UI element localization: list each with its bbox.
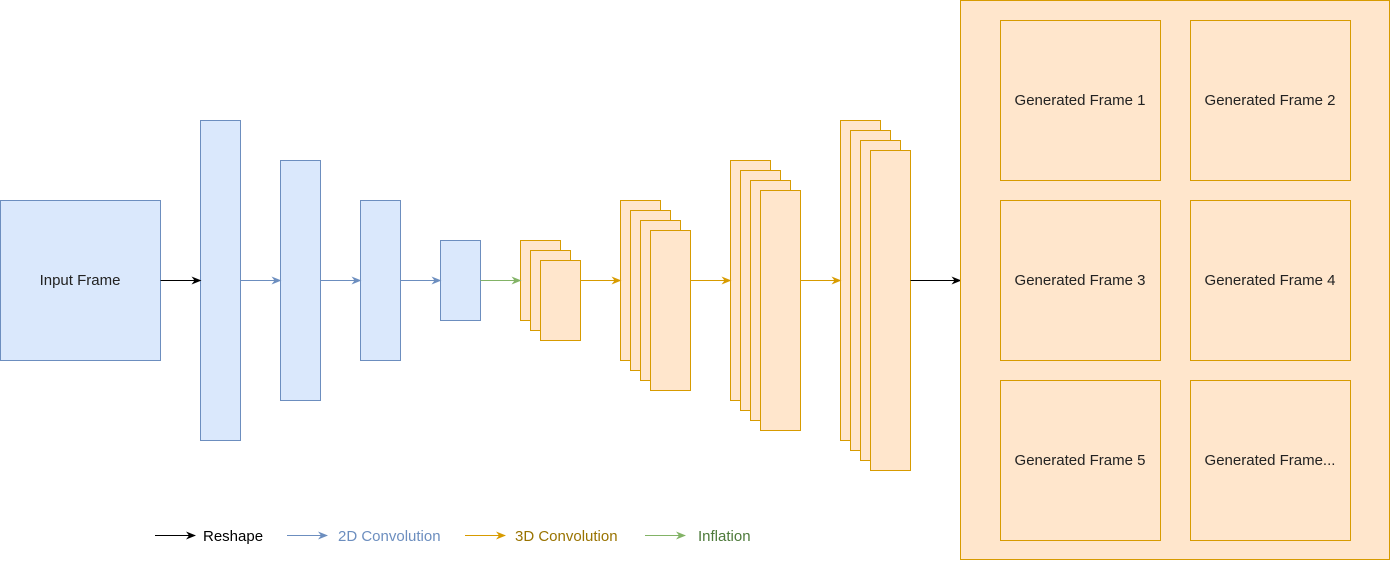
generated-frame-4-box <box>1190 200 1351 361</box>
generated-frame-1-label: Generated Frame 1 <box>1015 92 1146 109</box>
conv3d-stack-4 <box>840 120 911 471</box>
conv2d-block-4 <box>440 240 481 321</box>
input-frame-label: Input Frame <box>40 272 121 289</box>
conv3d-stack-3 <box>730 160 801 431</box>
generated-frame-2-label: Generated Frame 2 <box>1205 92 1336 109</box>
legend-reshape-label: Reshape <box>203 528 263 545</box>
conv3d-stack-1 <box>520 240 581 341</box>
generated-frame-4-label: Generated Frame 4 <box>1205 272 1336 289</box>
input-frame-box <box>0 200 161 361</box>
conv2d-block-2 <box>280 160 321 401</box>
generated-frame-3-box <box>1000 200 1161 361</box>
conv2d-block-1 <box>200 120 241 441</box>
generated-frame-5-box <box>1000 380 1161 541</box>
generated-frame-2-box <box>1190 20 1351 181</box>
conv2d-block-3 <box>360 200 401 361</box>
generated-frame-6-label: Generated Frame... <box>1205 452 1336 469</box>
legend-conv2d-label: 2D Convolution <box>338 528 441 545</box>
generated-frame-1-box <box>1000 20 1161 181</box>
legend: Reshape 2D Convolution 3D Convolution In… <box>155 528 751 545</box>
conv3d-stack-2 <box>620 200 691 391</box>
legend-inflation-label: Inflation <box>698 528 751 545</box>
generated-frame-5-label: Generated Frame 5 <box>1015 452 1146 469</box>
generated-frame-3-label: Generated Frame 3 <box>1015 272 1146 289</box>
generated-frame-6-box <box>1190 380 1351 541</box>
legend-conv3d-label: 3D Convolution <box>515 528 618 545</box>
